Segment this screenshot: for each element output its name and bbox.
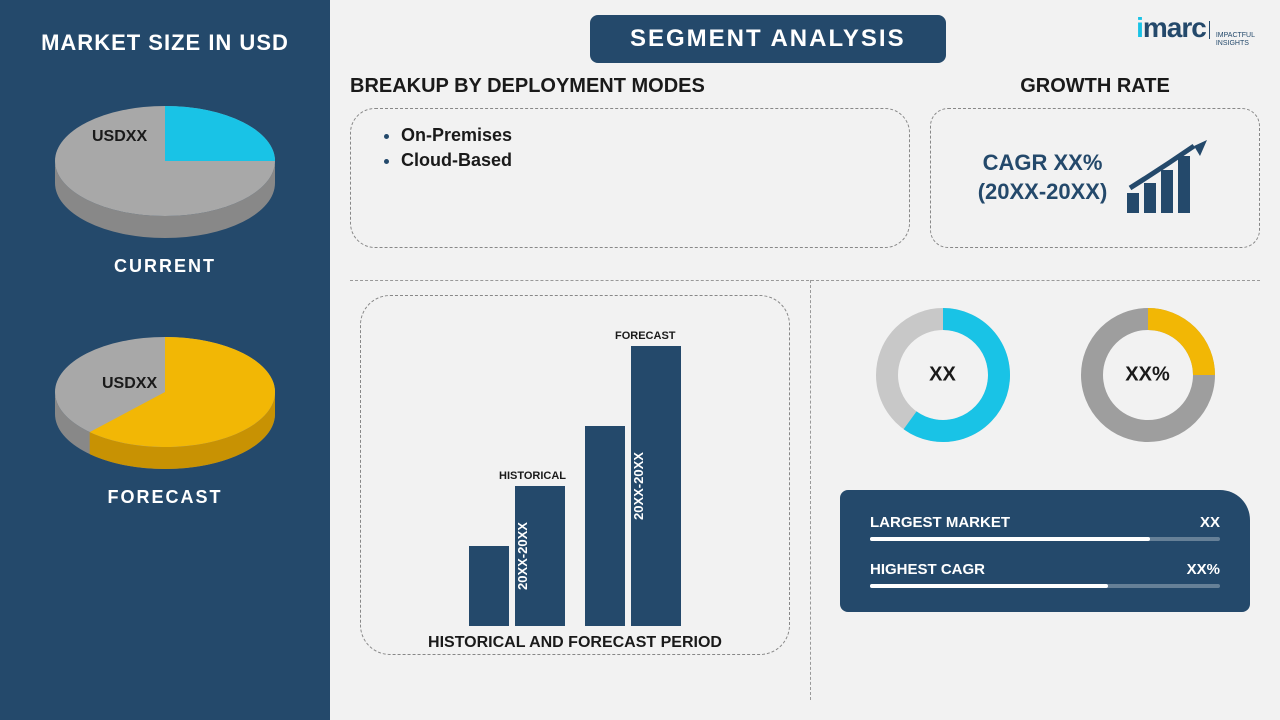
bar: 20XX-20XX: [631, 346, 681, 626]
info-value: XX: [1200, 514, 1220, 531]
info-card: LARGEST MARKET XX HIGHEST CAGR XX%: [840, 490, 1250, 612]
info-fill: [870, 537, 1150, 541]
pie-block: USDXX FORECAST: [50, 327, 280, 508]
banner: SEGMENT ANALYSIS: [590, 15, 946, 63]
sidebar-title: MARKET SIZE IN USD: [41, 30, 289, 56]
info-label: LARGEST MARKET: [870, 514, 1010, 531]
donut-chart: XX: [868, 300, 1018, 450]
divider-horizontal: [350, 280, 1260, 281]
bar: [585, 426, 625, 626]
bar-pair: 20XX-20XXHISTORICAL: [469, 486, 565, 626]
info-bar: [870, 537, 1220, 541]
donut-label: XX: [929, 364, 956, 387]
growth-box: CAGR XX%(20XX-20XX): [930, 108, 1260, 248]
main-area: SEGMENT ANALYSIS imarc IMPACTFULINSIGHTS…: [330, 0, 1280, 720]
breakup-item: On-Premises: [401, 125, 883, 146]
logo-rest: marc: [1143, 12, 1206, 43]
donut-chart: XX%: [1073, 300, 1223, 450]
right-section: XX XX% LARGEST MARKET XX HIGHEST CAGR XX%: [840, 300, 1250, 612]
donut-label: XX%: [1125, 364, 1169, 387]
pie-value: USDXX: [102, 375, 157, 393]
info-row: HIGHEST CAGR XX%: [870, 561, 1220, 588]
growth-text: CAGR XX%(20XX-20XX): [978, 149, 1108, 206]
info-bar: [870, 584, 1220, 588]
logo: imarc IMPACTFULINSIGHTS: [1136, 12, 1255, 48]
info-row: LARGEST MARKET XX: [870, 514, 1220, 541]
breakup-box: On-Premises Cloud-Based: [350, 108, 910, 248]
growth-section: GROWTH RATE CAGR XX%(20XX-20XX): [930, 75, 1260, 248]
bar-pair: 20XX-20XXFORECAST: [585, 346, 681, 626]
breakup-item: Cloud-Based: [401, 150, 883, 171]
pie-value: USDXX: [92, 128, 147, 146]
bar-tag: HISTORICAL: [499, 470, 566, 482]
logo-tagline: IMPACTFULINSIGHTS: [1216, 32, 1255, 48]
pie-chart-icon: [50, 327, 280, 477]
logo-i: i: [1136, 12, 1143, 43]
divider-vertical: [810, 280, 811, 700]
pie-chart-icon: [50, 96, 280, 246]
hist-caption: HISTORICAL AND FORECAST PERIOD: [391, 634, 759, 652]
pie-label: CURRENT: [114, 256, 216, 277]
pie-label: FORECAST: [108, 487, 223, 508]
bar-tag: FORECAST: [615, 330, 676, 342]
sidebar: MARKET SIZE IN USD USDXX CURRENT USDXX FORE…: [0, 0, 330, 720]
pie-block: USDXX CURRENT: [50, 96, 280, 277]
breakup-section: BREAKUP BY DEPLOYMENT MODES On-Premises C…: [350, 75, 910, 248]
info-value: XX%: [1187, 561, 1220, 578]
bar-year-label: 20XX-20XX: [515, 486, 530, 626]
bar: [469, 546, 509, 626]
info-label: HIGHEST CAGR: [870, 561, 985, 578]
historical-section: 20XX-20XXHISTORICAL20XX-20XXFORECAST HIS…: [360, 295, 790, 655]
growth-title: GROWTH RATE: [930, 75, 1260, 98]
bar-year-label: 20XX-20XX: [631, 346, 646, 626]
bar: 20XX-20XX: [515, 486, 565, 626]
info-fill: [870, 584, 1108, 588]
growth-chart-icon: [1122, 138, 1212, 218]
breakup-title: BREAKUP BY DEPLOYMENT MODES: [350, 75, 910, 98]
